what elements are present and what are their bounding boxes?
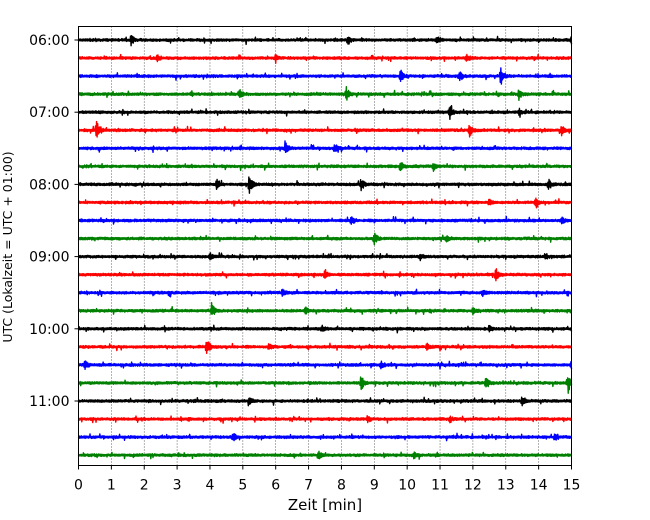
grid-lines	[111, 26, 539, 466]
y-axis: 06:00 07:00 08:00 09:00 10:00 11:00	[29, 33, 79, 410]
trace-0615	[77, 53, 573, 65]
x-tick-label: 2	[140, 478, 149, 494]
x-tick-label: 0	[74, 478, 83, 494]
y-tick-label: 06:00	[29, 33, 69, 49]
x-tick-label: 7	[304, 478, 313, 494]
x-tick-label: 9	[370, 478, 379, 494]
trace-0745	[77, 162, 573, 172]
trace-0815	[77, 197, 573, 209]
trace-0945	[77, 301, 573, 316]
x-tick-label: 1	[107, 478, 116, 494]
x-tick-label: 8	[337, 478, 346, 494]
x-tick-label: 12	[464, 478, 482, 494]
trace-0715	[77, 120, 573, 138]
trace-0930	[77, 288, 573, 298]
trace-1130	[77, 432, 573, 442]
trace-1145	[77, 450, 573, 460]
y-tick-label: 11:00	[29, 394, 69, 410]
trace-0845	[77, 232, 573, 246]
x-tick-label: 3	[173, 478, 182, 494]
trace-0830	[77, 215, 573, 225]
trace-1115	[77, 414, 573, 424]
trace-0800	[77, 176, 573, 194]
trace-0730	[77, 140, 573, 153]
x-tick-label: 14	[530, 478, 548, 494]
x-tick-label: 4	[206, 478, 215, 494]
trace-1100	[77, 396, 573, 407]
trace-0645	[77, 86, 573, 101]
x-tick-label: 10	[398, 478, 416, 494]
y-tick-label: 08:00	[29, 177, 69, 193]
trace-0900	[77, 252, 573, 262]
x-tick-label: 13	[497, 478, 515, 494]
y-tick-label: 10:00	[29, 322, 69, 338]
trace-0700	[77, 104, 573, 120]
plot-frame	[78, 26, 572, 466]
x-axis-title: Zeit [min]	[288, 496, 362, 514]
trace-1030	[77, 360, 573, 370]
x-axis: 0 1 2 3 4 5 6 7 8 9 10 11 12 13 14 15	[74, 465, 581, 494]
x-tick-label: 6	[271, 478, 280, 494]
y-axis-title: UTC (Lokalzeit = UTC + 01:00)	[0, 151, 15, 342]
y-tick-label: 07:00	[29, 105, 69, 121]
trace-0915	[77, 268, 573, 282]
trace-0600	[77, 35, 573, 47]
x-tick-label: 11	[431, 478, 449, 494]
x-tick-label: 5	[238, 478, 247, 494]
trace-0630	[77, 67, 573, 85]
trace-1045	[77, 376, 573, 394]
trace-1015	[77, 341, 573, 355]
trace-lines	[77, 35, 573, 460]
y-tick-label: 09:00	[29, 250, 69, 266]
x-tick-label: 15	[563, 478, 581, 494]
trace-1000	[77, 324, 573, 334]
